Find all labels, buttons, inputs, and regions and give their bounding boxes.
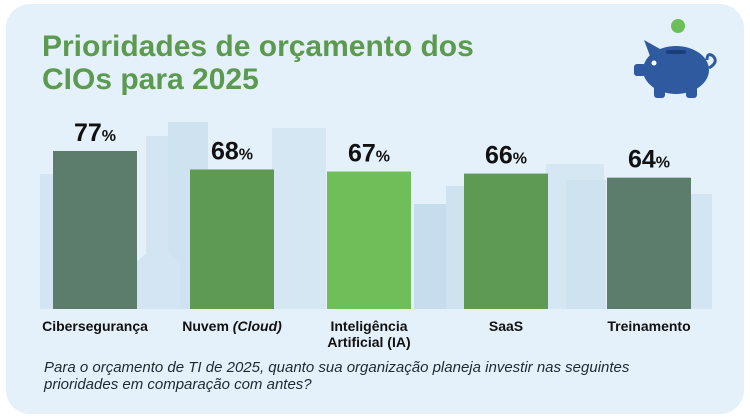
category-label-1: Nuvem (Cloud)	[182, 318, 282, 334]
bar-0	[53, 151, 137, 309]
value-label-3: 66%	[485, 142, 527, 170]
bar-chart: 77% Cibersegurança 68% Nuvem (Cloud) 67% Inte…	[40, 119, 712, 350]
bar-3	[464, 173, 548, 309]
bar-2	[327, 171, 411, 309]
chart-title: Prioridades de orçamento dos CIOs para 2…	[42, 30, 474, 96]
category-label-2: Inteligência Artificial (IA)	[327, 318, 410, 350]
category-label-0: Cibersegurança	[42, 318, 148, 334]
value-label-4: 64%	[628, 146, 670, 174]
piggy-bank-icon	[634, 19, 717, 98]
bar-4	[607, 177, 691, 309]
category-label-4: Treinamento	[607, 318, 690, 334]
value-label-1: 68%	[211, 137, 253, 165]
value-label-0: 77%	[74, 119, 116, 147]
bar-1	[190, 169, 274, 309]
value-label-2: 67%	[348, 140, 390, 168]
chart-footnote: Para o orçamento de TI de 2025, quanto s…	[44, 359, 630, 393]
chart-card: 77% Cibersegurança 68% Nuvem (Cloud) 67% Inte…	[6, 4, 744, 414]
category-label-3: SaaS	[489, 318, 523, 334]
